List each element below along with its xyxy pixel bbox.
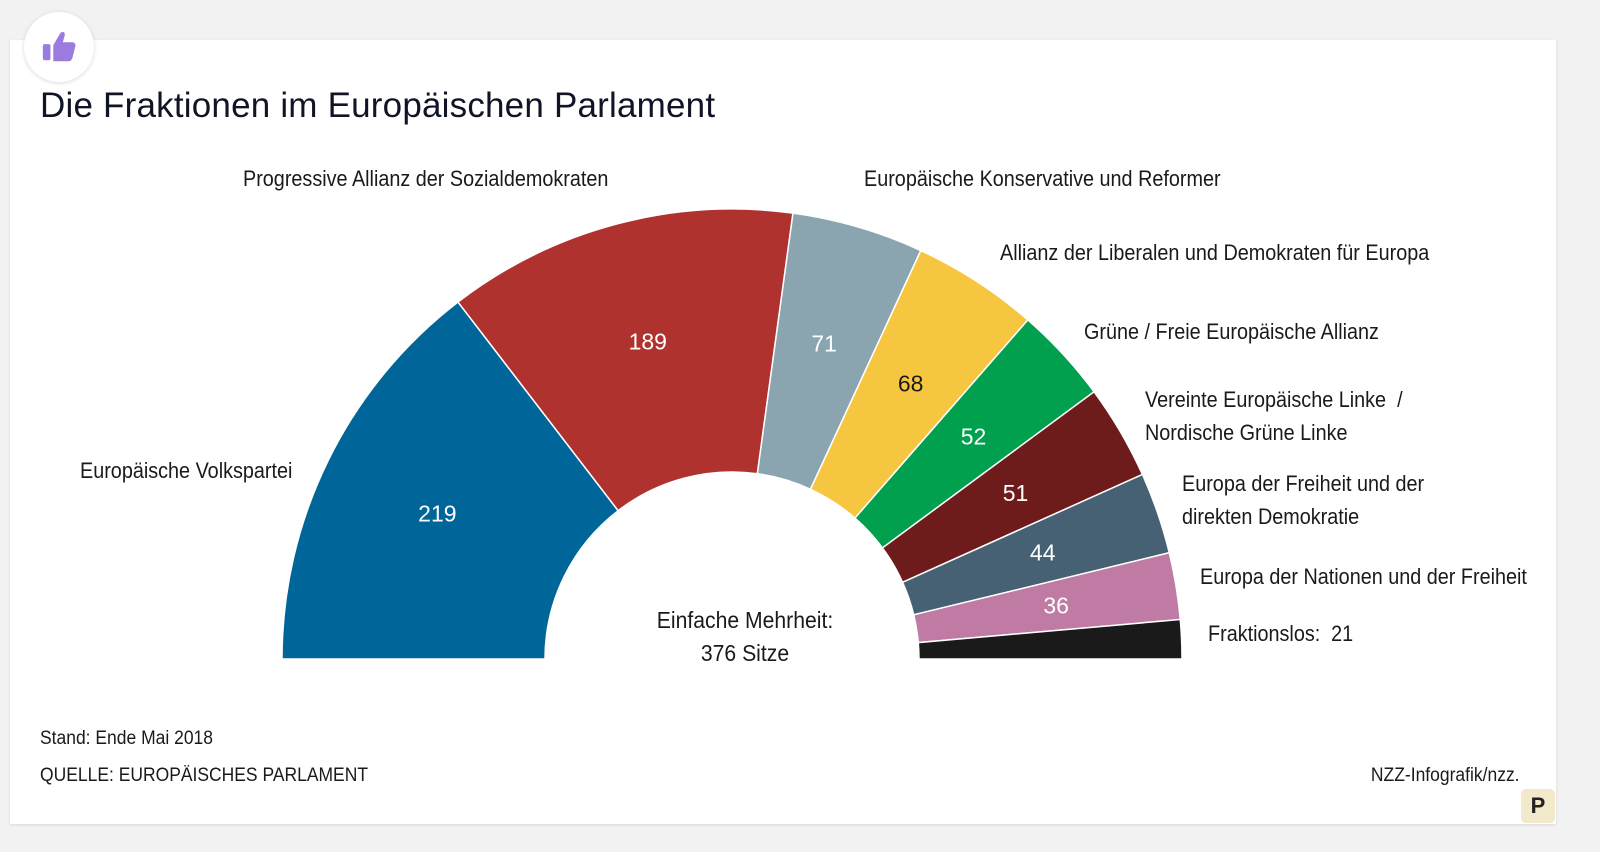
thumbs-up-badge[interactable] xyxy=(24,12,94,82)
page-title: Die Fraktionen im Europäischen Parlament xyxy=(40,86,716,125)
value-label-gue: 51 xyxy=(1003,480,1029,506)
majority-label: Einfache Mehrheit: 376 Sitze xyxy=(612,604,879,670)
label-ni-value: 21 xyxy=(1331,621,1354,646)
label-ekr: Europäische Konservative und Reformer xyxy=(864,166,1221,191)
label-evp: Europäische Volkspartei xyxy=(80,458,293,483)
footer-source: QUELLE: EUROPÄISCHES PARLAMENT xyxy=(40,765,369,786)
label-efdd: Europa der Freiheit und der direkten Dem… xyxy=(1182,471,1425,529)
majority-label-line1: Einfache Mehrheit: xyxy=(656,607,834,633)
value-label-evp: 219 xyxy=(418,501,456,527)
label-greens: Grüne / Freie Europäische Allianz xyxy=(1084,319,1379,344)
thumbs-up-icon xyxy=(42,32,76,62)
value-label-sd: 189 xyxy=(629,328,667,354)
majority-label-line2: 376 Sitze xyxy=(700,640,790,666)
label-ni: Fraktionslos: 21 xyxy=(1208,621,1353,647)
label-gue: Vereinte Europäische Linke / Nordische G… xyxy=(1145,387,1403,445)
footer-credit: NZZ-Infografik/nzz. xyxy=(1371,765,1520,786)
value-label-efdd: 44 xyxy=(1030,539,1056,565)
value-label-greens: 52 xyxy=(961,423,987,449)
label-alde: Allianz der Liberalen und Demokraten für… xyxy=(1000,240,1430,265)
value-label-ekr: 71 xyxy=(811,331,837,357)
corner-p-badge[interactable]: P xyxy=(1521,789,1555,823)
label-sd: Progressive Allianz der Sozialdemokraten xyxy=(243,166,609,191)
label-enf: Europa der Nationen und der Freiheit xyxy=(1200,564,1527,589)
value-label-enf: 36 xyxy=(1043,593,1069,619)
segment-sd xyxy=(456,208,794,512)
segment-evp xyxy=(281,300,620,660)
value-label-alde: 68 xyxy=(898,370,924,396)
label-ni-name: Fraktionslos: xyxy=(1208,621,1321,646)
segment-ni xyxy=(917,618,1183,660)
footer-stand: Stand: Ende Mai 2018 xyxy=(40,728,213,749)
